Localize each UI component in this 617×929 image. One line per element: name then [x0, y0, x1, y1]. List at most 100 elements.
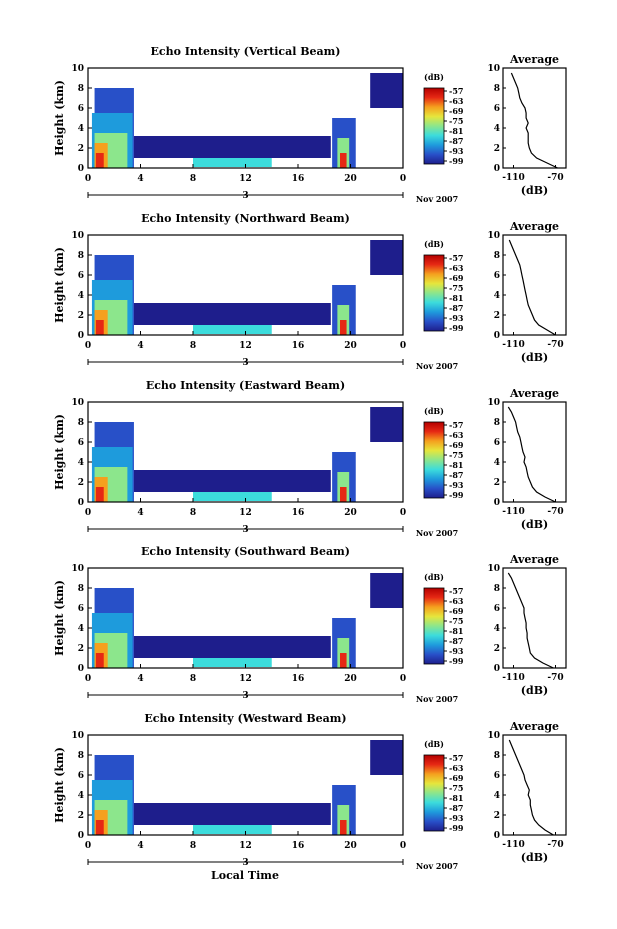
average-y-tick-label: 4	[494, 124, 500, 134]
panel-title: Echo Intensity (Eastward Beam)	[146, 379, 345, 392]
average-y-tick-label: 6	[494, 438, 500, 448]
x-axis-label: Local Time	[211, 869, 279, 882]
average-y-tick-label: 2	[494, 144, 500, 154]
colorbar-tick-label: -87	[449, 303, 463, 313]
average-x-tick-label: -70	[547, 173, 563, 183]
average-profile-line	[507, 406, 556, 503]
colorbar-tick-label: -93	[449, 146, 464, 156]
average-y-tick-label: 8	[494, 84, 500, 94]
echo-storm	[340, 320, 347, 335]
panel-title: Echo Intensity (Northward Beam)	[141, 212, 350, 225]
x-tick-label: 0	[400, 174, 406, 184]
colorbar-tick-label: -81	[449, 626, 463, 636]
colorbar-tick-label: -75	[449, 283, 463, 293]
x-tick-label: 20	[344, 341, 357, 351]
average-y-tick-label: 10	[487, 64, 500, 74]
average-x-tick-label: -70	[547, 673, 563, 683]
echo-upper	[370, 240, 403, 275]
colorbar-tick-label: -87	[449, 636, 463, 646]
echo-storm	[95, 653, 104, 668]
colorbar-unit: (dB)	[424, 406, 444, 416]
y-tick-label: 6	[78, 771, 84, 781]
colorbar-tick-label: -69	[449, 106, 464, 116]
day-label: 3	[242, 525, 248, 535]
y-axis-label: Height (km)	[53, 80, 66, 156]
date-label: Nov 2007	[416, 861, 458, 871]
colorbar-tick-label: -93	[449, 313, 464, 323]
x-tick-label: 12	[239, 341, 252, 351]
heatmap	[91, 407, 403, 502]
echo-layer	[193, 158, 272, 167]
panel-3: Echo Intensity (Eastward Beam) 0 2 4 6 8 10 Hei…	[53, 379, 567, 538]
colorbar-tick-label: -63	[449, 596, 464, 606]
x-tick-label: 12	[239, 508, 252, 518]
average-profile-line	[510, 72, 558, 169]
y-tick-label: 8	[78, 584, 84, 594]
echo-layer	[133, 470, 331, 492]
average-y-tick-label: 8	[494, 251, 500, 261]
y-tick-label: 4	[78, 624, 84, 634]
y-tick-label: 8	[78, 418, 84, 428]
average-y-tick-label: 4	[494, 291, 500, 301]
day-label: 3	[242, 858, 248, 868]
x-tick-label: 4	[137, 841, 143, 851]
colorbar-unit: (dB)	[424, 572, 444, 582]
y-tick-label: 2	[78, 811, 84, 821]
y-tick-label: 8	[78, 751, 84, 761]
average-y-tick-label: 6	[494, 604, 500, 614]
y-tick-label: 2	[78, 311, 84, 321]
colorbar-unit: (dB)	[424, 239, 444, 249]
y-tick-label: 10	[71, 564, 84, 574]
y-tick-label: 0	[78, 664, 84, 674]
average-y-tick-label: 8	[494, 751, 500, 761]
day-label: 3	[242, 191, 248, 201]
echo-storm	[95, 820, 104, 835]
y-tick-label: 10	[71, 231, 84, 241]
colorbar-tick-label: -57	[449, 86, 463, 96]
echo-storm	[95, 153, 104, 168]
x-tick-label: 12	[239, 841, 252, 851]
x-tick-label: 16	[292, 841, 305, 851]
echo-storm	[340, 153, 347, 168]
average-x-tick-label: -70	[547, 507, 563, 517]
average-profile-line	[507, 572, 554, 669]
average-x-label: (dB)	[521, 184, 548, 197]
y-tick-label: 0	[78, 831, 84, 841]
panel-title: Echo Intensity (Westward Beam)	[144, 712, 346, 725]
date-label: Nov 2007	[416, 194, 458, 204]
echo-storm	[340, 820, 347, 835]
echo-layer	[133, 636, 331, 658]
average-x-tick-label: -70	[547, 340, 563, 350]
y-tick-label: 8	[78, 251, 84, 261]
y-axis-label: Height (km)	[53, 247, 66, 323]
x-tick-label: 0	[400, 508, 406, 518]
colorbar-tick-label: -99	[449, 156, 464, 166]
echo-upper	[370, 407, 403, 442]
average-y-tick-label: 8	[494, 418, 500, 428]
y-tick-label: 4	[78, 291, 84, 301]
colorbar-tick-label: -75	[449, 116, 463, 126]
colorbar-tick-label: -57	[449, 420, 463, 430]
x-tick-label: 8	[190, 841, 196, 851]
echo-upper	[370, 740, 403, 775]
colorbar-tick-label: -57	[449, 586, 463, 596]
y-tick-label: 8	[78, 84, 84, 94]
average-y-tick-label: 2	[494, 644, 500, 654]
average-title: Average	[509, 553, 559, 566]
average-y-tick-label: 0	[494, 331, 500, 341]
y-tick-label: 10	[71, 64, 84, 74]
average-x-tick-label: -110	[502, 840, 525, 850]
average-y-tick-label: 4	[494, 624, 500, 634]
echo-storm	[95, 487, 104, 502]
colorbar-tick-label: -69	[449, 273, 464, 283]
echo-layer	[193, 658, 272, 667]
average-y-tick-label: 2	[494, 478, 500, 488]
average-title: Average	[509, 220, 559, 233]
average-x-tick-label: -110	[502, 673, 525, 683]
y-axis-label: Height (km)	[53, 414, 66, 490]
y-tick-label: 4	[78, 124, 84, 134]
colorbar-tick-label: -99	[449, 656, 464, 666]
panel-4: Echo Intensity (Southward Beam) 0 2 4 6 8 10 He…	[53, 545, 567, 704]
average-x-tick-label: -110	[502, 507, 525, 517]
x-tick-label: 4	[137, 508, 143, 518]
